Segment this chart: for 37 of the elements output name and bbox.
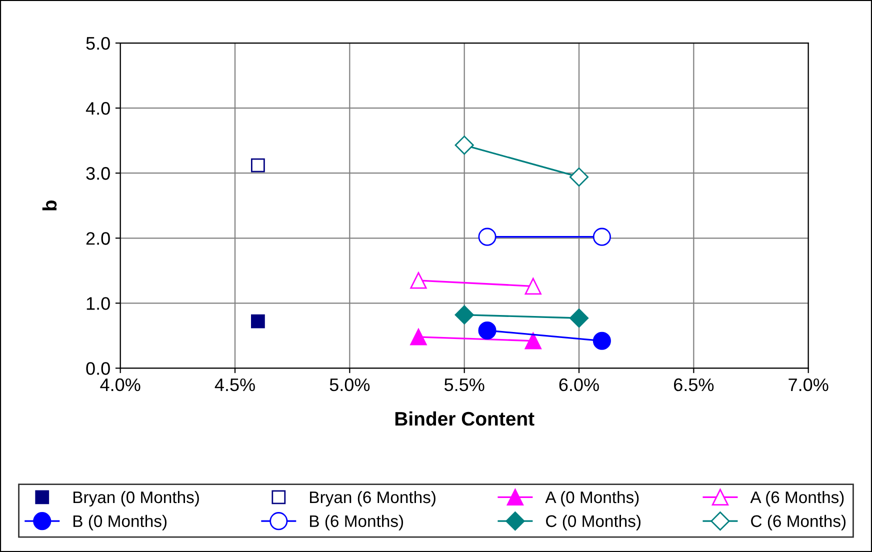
legend-label: B (6 Months)	[310, 514, 404, 530]
legend-label: C (6 Months)	[751, 514, 846, 530]
point	[524, 332, 542, 350]
y-tick-label: 1.0	[86, 297, 110, 310]
x-tick-label: 5.0%	[330, 378, 370, 392]
x-tick-label: 4.0%	[100, 378, 140, 392]
point	[410, 328, 427, 346]
y-tick-label: 2.0	[86, 232, 110, 245]
point	[592, 332, 611, 350]
legend-label: Bryan (6 Months)	[310, 490, 436, 507]
x-tick-label: 6.5%	[674, 378, 714, 392]
point	[410, 272, 427, 289]
point	[524, 278, 542, 295]
legend-label: Bryan (0 Months)	[74, 490, 199, 507]
legend-label: A (0 Months)	[545, 490, 639, 506]
point	[569, 308, 589, 328]
x-axis-title: Binder Content	[395, 411, 534, 426]
x-tick-label: 7.0%	[788, 378, 828, 392]
point	[478, 321, 496, 340]
point	[592, 228, 611, 246]
x-tick-label: 5.5%	[444, 378, 484, 392]
point	[478, 228, 496, 246]
y-tick-label: 4.0	[86, 102, 110, 115]
legend-label: B (0 Months)	[74, 514, 166, 530]
point	[569, 167, 589, 187]
y-tick-label: 5.0	[86, 36, 110, 50]
point	[454, 136, 474, 155]
y-tick-label: 0.0	[86, 362, 110, 375]
point	[250, 158, 265, 172]
x-tick-label: 4.5%	[214, 378, 255, 392]
legend-label: C (0 Months)	[546, 514, 640, 530]
y-tick-label: 3.0	[86, 167, 110, 180]
point	[454, 305, 474, 324]
legend-label: A (6 Months)	[750, 490, 844, 506]
x-tick-label: 6.0%	[559, 378, 599, 392]
point	[250, 314, 265, 328]
y-axis-title: b	[42, 200, 57, 210]
